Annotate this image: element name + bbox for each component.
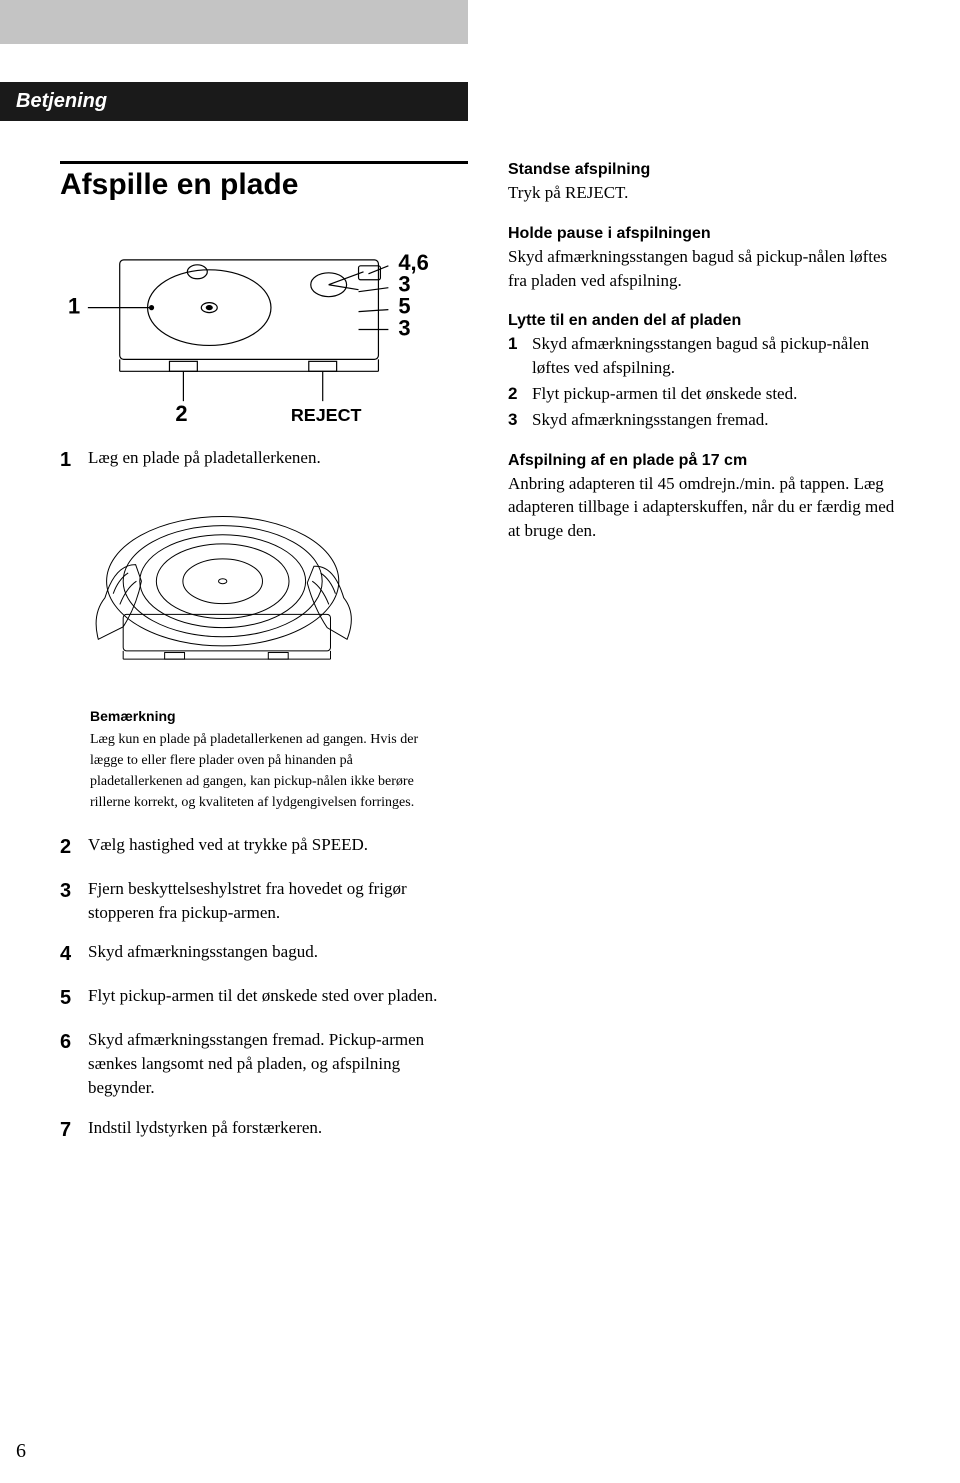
sub-step: 1 Skyd afmærkningsstangen bagud så picku… <box>508 332 900 380</box>
note-heading: Bemærkning <box>90 706 430 727</box>
step-item: 3 Fjern beskyttelseshylstret fra hovedet… <box>60 877 468 925</box>
step-item: 2 Vælg hastighed ved at trykke på SPEED. <box>60 833 468 861</box>
step-item: 5 Flyt pickup-armen til det ønskede sted… <box>60 984 468 1012</box>
sub-step-text: Skyd afmærkningsstangen fremad. <box>532 408 769 432</box>
diagram-label-reject: REJECT <box>291 405 362 425</box>
sub-step-number: 1 <box>508 332 532 380</box>
sub-step: 2 Flyt pickup-armen til det ønskede sted… <box>508 382 900 406</box>
step-text: Fjern beskyttelseshylstret fra hovedet o… <box>88 877 468 925</box>
step-number: 4 <box>60 940 88 968</box>
sub-step-number: 2 <box>508 382 532 406</box>
diagram-label-1: 1 <box>68 294 80 319</box>
step-item: 7 Indstil lydstyrken på forstærkeren. <box>60 1116 468 1144</box>
step-item: 6 Skyd afmærkningsstangen fremad. Pickup… <box>60 1028 468 1099</box>
page-title: Afspille en plade <box>60 168 468 202</box>
step-text: Læg en plade på pladetallerkenen. <box>88 446 468 474</box>
step-text: Skyd afmærkningsstangen fremad. Pickup-a… <box>88 1028 468 1099</box>
diagram-label-3b: 3 <box>398 315 410 340</box>
section-header: Betjening <box>0 82 468 121</box>
note-body: Læg kun en plade på pladetallerkenen ad … <box>90 729 430 813</box>
right-column: Standse afspilning Tryk på REJECT. Holde… <box>508 161 900 1160</box>
sub-step-text: Flyt pickup-armen til det ønskede sted. <box>532 382 797 406</box>
step-number: 7 <box>60 1116 88 1144</box>
diagram-label-2: 2 <box>175 401 187 426</box>
step-item: 1 Læg en plade på pladetallerkenen. <box>60 446 468 474</box>
step-item: 4 Skyd afmærkningsstangen bagud. <box>60 940 468 968</box>
main-content: Afspille en plade <box>0 161 960 1160</box>
pause-heading: Holde pause i afspilningen <box>508 225 900 243</box>
turntable-svg: 1 4,6 3 5 3 2 REJECT <box>60 230 468 429</box>
step-number: 6 <box>60 1028 88 1099</box>
top-bar <box>0 0 468 44</box>
step-number: 1 <box>60 446 88 474</box>
record-placing-diagram <box>60 490 468 686</box>
sub-step-number: 3 <box>508 408 532 432</box>
sub-step-text: Skyd afmærkningsstangen bagud så pickup-… <box>532 332 900 380</box>
step-number: 3 <box>60 877 88 925</box>
step-text: Flyt pickup-armen til det ønskede sted o… <box>88 984 468 1012</box>
left-column: Afspille en plade <box>60 161 468 1160</box>
listen-steps: 1 Skyd afmærkningsstangen bagud så picku… <box>508 332 900 431</box>
pause-text: Skyd afmærkningsstangen bagud så pickup-… <box>508 245 900 293</box>
step-list-1: 1 Læg en plade på pladetallerkenen. <box>60 446 468 474</box>
step-number: 5 <box>60 984 88 1012</box>
page-number: 6 <box>16 1440 26 1463</box>
p17-text: Anbring adapteren til 45 omdrejn./min. p… <box>508 472 900 543</box>
step-text: Skyd afmærkningsstangen bagud. <box>88 940 468 968</box>
note-block: Bemærkning Læg kun en plade på pladetall… <box>90 706 430 813</box>
turntable-diagram: 1 4,6 3 5 3 2 REJECT <box>60 230 468 434</box>
listen-heading: Lytte til en anden del af pladen <box>508 312 900 330</box>
stop-text: Tryk på REJECT. <box>508 181 900 205</box>
sub-step: 3 Skyd afmærkningsstangen fremad. <box>508 408 900 432</box>
title-rule <box>60 161 468 164</box>
stop-heading: Standse afspilning <box>508 161 900 179</box>
p17-heading: Afspilning af en plade på 17 cm <box>508 452 900 470</box>
step-number: 2 <box>60 833 88 861</box>
step-text: Indstil lydstyrken på forstærkeren. <box>88 1116 468 1144</box>
record-svg <box>90 490 430 681</box>
step-list-2: 2 Vælg hastighed ved at trykke på SPEED.… <box>60 833 468 1144</box>
step-text: Vælg hastighed ved at trykke på SPEED. <box>88 833 468 861</box>
